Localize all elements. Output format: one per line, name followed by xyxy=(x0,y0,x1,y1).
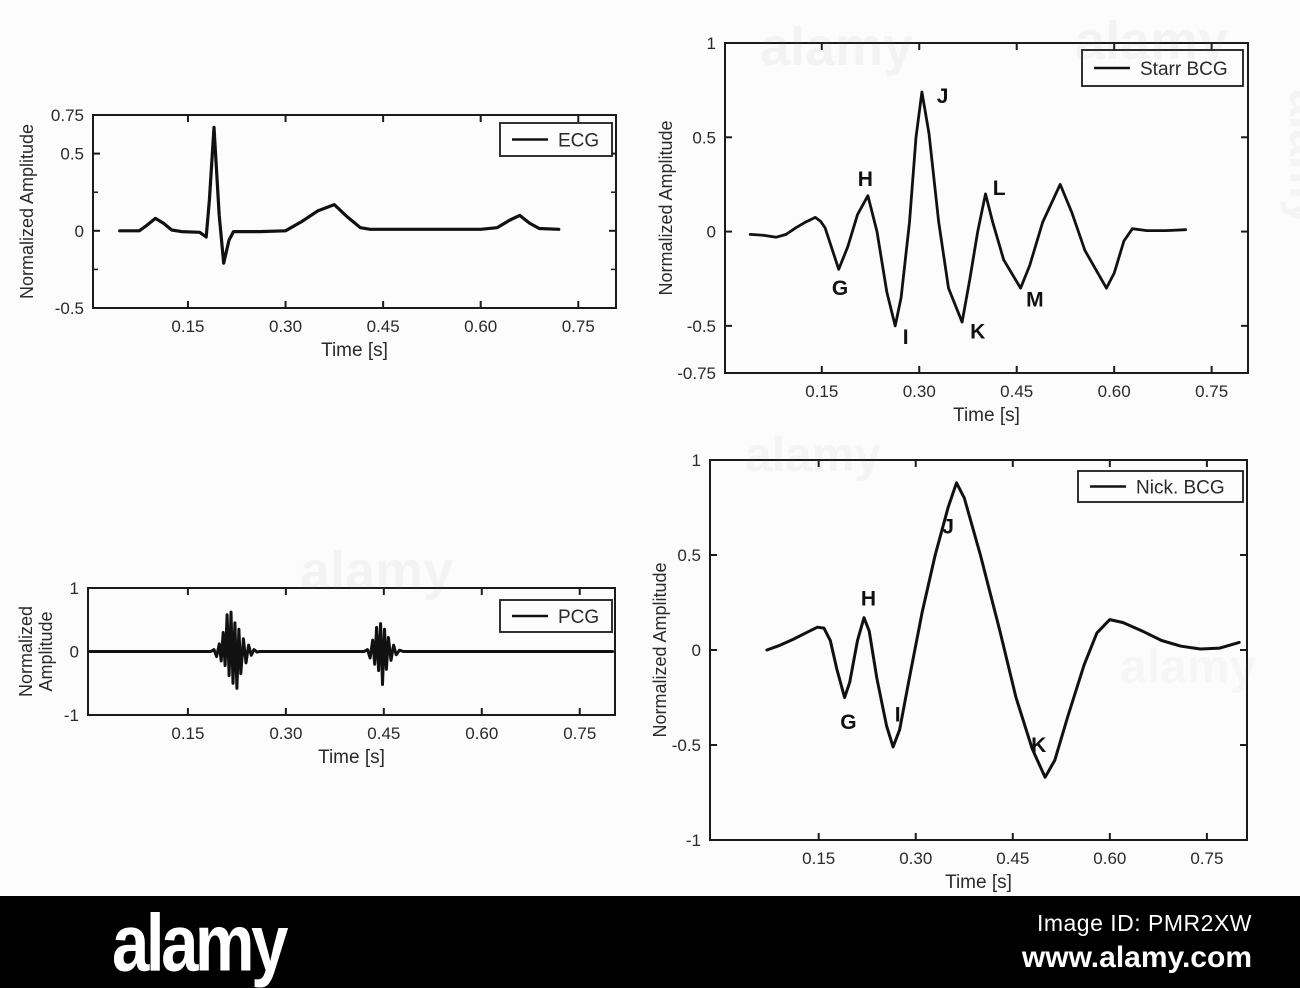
y-axis-label: Normalized xyxy=(16,606,36,697)
x-tick-label: 0.30 xyxy=(899,849,932,868)
alamy-url-text: www.alamy.com xyxy=(1021,941,1252,974)
chart-ecg: 0.15 0.30 0.45 0.60 0.75 0.75 0.5 0 -0.5 Time [s]… xyxy=(17,106,617,361)
peak-label-G: G xyxy=(840,711,856,734)
y-tick-label: 0 xyxy=(75,222,84,241)
x-tick-label: 0.60 xyxy=(464,317,497,336)
peak-label-I: I xyxy=(895,704,901,727)
bcg-ecg-pcg-figure: 0.15 0.30 0.45 0.60 0.75 0.75 0.5 0 -0.5 Time [s]… xyxy=(16,34,1249,893)
x-tick-label: 0.75 xyxy=(563,724,596,743)
legend-label: ECG xyxy=(558,131,599,152)
y-tick-label: -1 xyxy=(64,706,79,725)
x-axis-label: Time [s] xyxy=(945,872,1012,893)
y-tick-label: -0.5 xyxy=(687,317,716,336)
x-tick-label: 0.45 xyxy=(367,317,400,336)
y-axis-label: Normalized Amplitude xyxy=(656,120,676,295)
y-tick-label: 0.5 xyxy=(692,128,716,147)
legend-label: PCG xyxy=(558,607,599,628)
footer-right: Image ID: PMR2XW www.alamy.com xyxy=(1022,910,1252,975)
alamy-bar: alamy Image ID: PMR2XW www.alamy.com xyxy=(0,896,1300,988)
x-tick-label: 0.75 xyxy=(1190,849,1223,868)
y-axis-label: Normalized Amplitude xyxy=(17,124,37,299)
x-tick-label: 0.15 xyxy=(802,849,835,868)
peak-label-H: H xyxy=(858,168,873,191)
y-tick-label: 1 xyxy=(70,579,79,598)
x-tick-label: 0.30 xyxy=(269,724,302,743)
peak-label-M: M xyxy=(1026,288,1044,311)
peak-label-H: H xyxy=(861,588,876,611)
x-axis-label: Time [s] xyxy=(321,340,388,361)
y-tick-label: 1 xyxy=(692,451,701,470)
series-line-starr-bcg xyxy=(748,90,1187,328)
peak-label-K: K xyxy=(970,321,985,344)
x-tick-label: 0.15 xyxy=(171,724,204,743)
y-tick-label: 0 xyxy=(692,641,701,660)
y-tick-label: -0.5 xyxy=(55,299,84,318)
x-tick-label: 0.45 xyxy=(1000,382,1033,401)
y-tick-label: 0.5 xyxy=(677,546,701,565)
y-axis-label: Amplitude xyxy=(36,611,56,691)
y-tick-label: 0.5 xyxy=(60,145,84,164)
x-axis-label: Time [s] xyxy=(318,747,385,768)
chart-starr-bcg: 0.15 0.30 0.45 0.60 0.75 1 0.5 0 -0.5 -0.75 G H I J K L… xyxy=(656,34,1249,426)
x-tick-label: 0.45 xyxy=(996,849,1029,868)
x-tick-label: 0.15 xyxy=(805,382,838,401)
y-axis-label: Normalized Amplitude xyxy=(650,562,670,737)
series-line-nick-bcg xyxy=(765,481,1241,779)
y-tick-label: -0.5 xyxy=(672,736,701,755)
legend-label: Nick. BCG xyxy=(1136,478,1225,499)
x-tick-label: 0.75 xyxy=(562,317,595,336)
peak-label-J: J xyxy=(942,516,954,539)
y-tick-label: 0 xyxy=(70,643,79,662)
peak-label-G: G xyxy=(832,277,848,300)
series-line-ecg xyxy=(118,125,561,265)
y-tick-label: 0.75 xyxy=(51,106,84,125)
legend-label: Starr BCG xyxy=(1140,59,1228,80)
x-tick-label: 0.60 xyxy=(465,724,498,743)
chart-nick-bcg: 0.15 0.30 0.45 0.60 0.75 1 0.5 0 -0.5 -1 G H I J K Time… xyxy=(650,451,1248,893)
x-tick-label: 0.15 xyxy=(171,317,204,336)
alamy-logo: alamy xyxy=(112,896,288,988)
plot-box xyxy=(92,114,617,309)
peak-label-I: I xyxy=(903,326,909,349)
chart-pcg: 0.15 0.30 0.45 0.60 0.75 1 0 -1 Time [s] Normaliz… xyxy=(16,579,616,768)
peak-label-J: J xyxy=(937,85,949,108)
x-tick-label: 0.45 xyxy=(367,724,400,743)
peak-label-L: L xyxy=(993,177,1006,200)
y-tick-label: -0.75 xyxy=(677,364,716,383)
series-line-pcg xyxy=(88,610,614,690)
x-tick-label: 0.75 xyxy=(1195,382,1228,401)
y-tick-label: 0 xyxy=(707,223,716,242)
plot-box xyxy=(709,459,1248,841)
y-tick-label: -1 xyxy=(686,831,701,850)
y-tick-label: 1 xyxy=(707,34,716,53)
x-tick-label: 0.30 xyxy=(903,382,936,401)
x-tick-label: 0.60 xyxy=(1093,849,1126,868)
x-tick-label: 0.60 xyxy=(1098,382,1131,401)
x-tick-label: 0.30 xyxy=(269,317,302,336)
x-axis-label: Time [s] xyxy=(953,405,1020,426)
plot-box xyxy=(724,42,1249,374)
peak-label-K: K xyxy=(1031,734,1046,757)
image-id-text: Image ID: PMR2XW xyxy=(1036,910,1252,936)
